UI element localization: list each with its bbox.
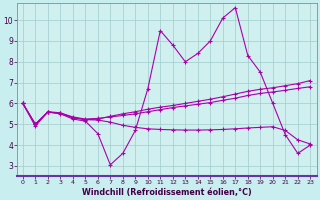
X-axis label: Windchill (Refroidissement éolien,°C): Windchill (Refroidissement éolien,°C) [82,188,252,197]
